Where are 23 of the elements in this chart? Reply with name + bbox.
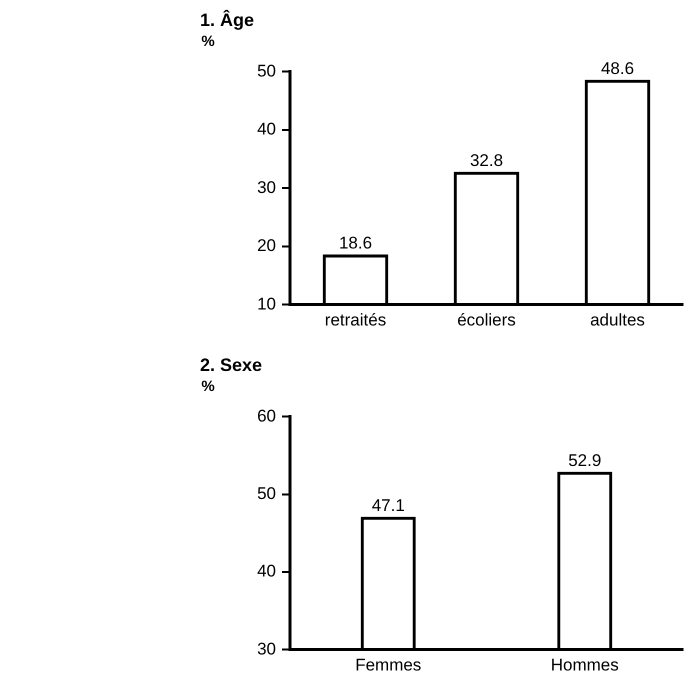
y-tick-label: 40 — [257, 120, 276, 139]
data-label: 32.8 — [470, 150, 504, 170]
y-tick-label: 30 — [257, 639, 276, 658]
y-tick-label: 60 — [257, 406, 276, 426]
data-label: 18.6 — [338, 234, 372, 253]
y-axis-title: % — [201, 33, 215, 50]
x-tick-label: retraités — [324, 310, 386, 330]
y-tick-label: 30 — [257, 178, 276, 197]
chart-title: 1. Âge — [200, 8, 254, 30]
x-tick-label: écoliers — [457, 310, 516, 330]
x-tick-label: Hommes — [550, 655, 619, 674]
y-tick-label: 10 — [257, 294, 276, 314]
x-tick-label: adultes — [590, 310, 645, 330]
y-tick-label: 20 — [257, 236, 276, 256]
x-tick-label: Femmes — [355, 655, 422, 674]
data-label: 52.9 — [568, 450, 602, 470]
y-tick-label: 40 — [257, 562, 276, 581]
data-label: 47.1 — [372, 496, 405, 515]
data-label: 48.6 — [600, 58, 634, 78]
y-axis-title: % — [201, 378, 215, 396]
y-tick-label: 50 — [257, 484, 276, 503]
chart-title: 2. Sexe — [200, 354, 262, 375]
y-tick-label: 50 — [257, 61, 276, 80]
